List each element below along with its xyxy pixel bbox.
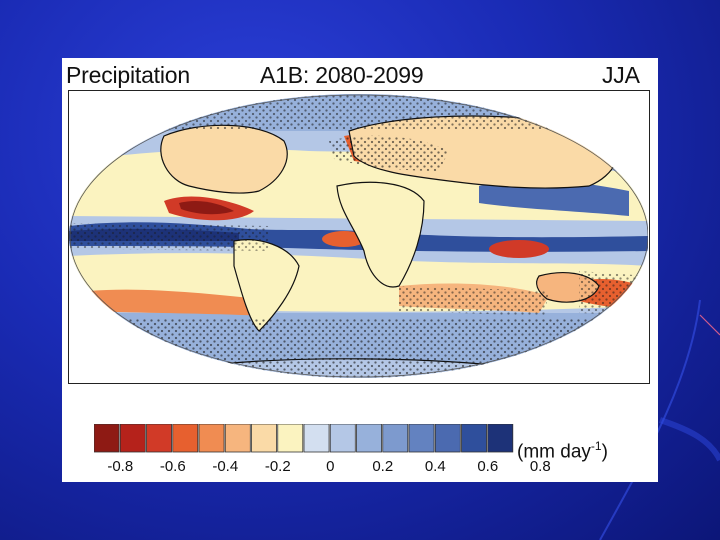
colorbar-swatch [198, 424, 225, 453]
map-south-america [233, 239, 300, 332]
colorbar-swatch [408, 424, 435, 453]
colorbar-swatch [382, 424, 409, 453]
map-atlantic-drying [322, 231, 366, 247]
colorbar-tick-label: 0.6 [477, 458, 499, 475]
map-indian-drying [489, 240, 549, 258]
colorbar-tick-label: 0.8 [529, 458, 551, 475]
units-suffix: ) [601, 441, 608, 463]
map-frame [68, 90, 650, 384]
map-stipple-europe [329, 135, 449, 171]
map-stipple-indian [399, 286, 549, 316]
units-exponent: -1 [590, 439, 602, 453]
map-africa [336, 181, 425, 288]
colorbar-swatch [224, 424, 251, 453]
map-north-america [160, 124, 288, 194]
colorbar-swatch [251, 424, 277, 453]
map-stipple-arctic [69, 94, 648, 129]
map-globe-outline [69, 94, 648, 378]
figure-title-season: JJA [602, 62, 640, 88]
colorbar-swatch [119, 424, 146, 453]
colorbar-swatch [277, 424, 304, 453]
colorbar-swatch [146, 424, 172, 453]
map-caribbean-strong-drying [179, 200, 234, 215]
colorbar-tick-label: 0 [326, 458, 335, 475]
colorbar-tick-label: -0.4 [212, 458, 239, 475]
map-stipple-south [69, 319, 648, 378]
map-north-pacific-wetting [479, 179, 629, 216]
units-prefix: (mm day [517, 441, 591, 463]
colorbar-tick-label: -0.2 [264, 458, 291, 475]
colorbar-swatch [487, 424, 514, 453]
colorbar-tick-label: 0.4 [424, 458, 446, 475]
colorbar-tick-label: -0.8 [107, 458, 134, 475]
colorbar-tick-label: 0.2 [372, 458, 394, 475]
units-label: (mm day-1) [517, 439, 608, 463]
map-south-pacific-drying [89, 289, 279, 316]
map-stipple-equator [69, 223, 269, 251]
figure-title-scenario: A1B: 2080-2099 [260, 62, 424, 88]
colorbar-swatch [94, 424, 120, 453]
colorbar-swatch [329, 424, 356, 453]
colorbar-tick-label: -0.6 [159, 458, 186, 475]
colorbar-swatch [356, 424, 382, 453]
colorbar-swatch [461, 424, 487, 453]
colorbar-swatch [303, 424, 330, 453]
precipitation-map [69, 94, 648, 378]
figure-title-variable: Precipitation [66, 62, 190, 88]
colorbar-swatch [434, 424, 461, 453]
colorbar-swatch [172, 424, 199, 453]
figure-card: Precipitation A1B: 2080-2099 JJA [62, 58, 658, 482]
colorbar [94, 424, 514, 453]
map-stipple-tasman [579, 271, 648, 316]
